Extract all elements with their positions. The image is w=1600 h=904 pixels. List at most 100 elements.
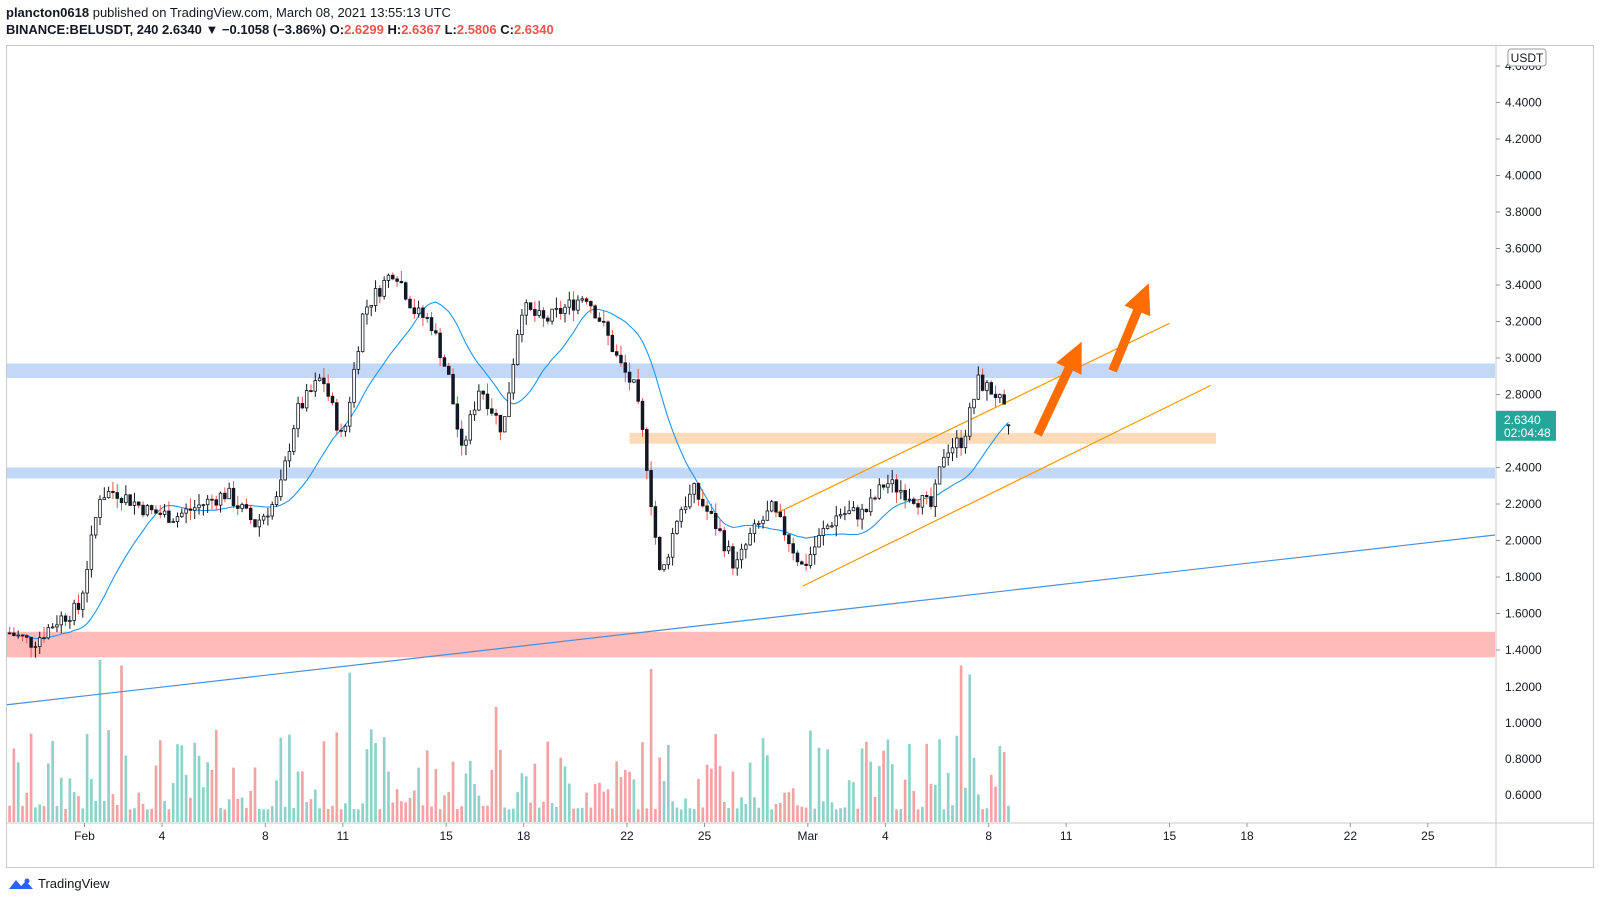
candle-body (287, 451, 292, 462)
candle-body (279, 479, 283, 498)
candle-body (735, 559, 739, 569)
time-tick-label: 25 (1421, 829, 1435, 843)
chart-frame[interactable] (6, 45, 1594, 868)
candle (89, 525, 94, 578)
volume-bar (223, 809, 227, 822)
bullish-arrow-0 (1033, 341, 1082, 437)
candle-body (515, 334, 520, 365)
candle-body (800, 561, 804, 565)
candle-body (274, 496, 279, 505)
candle-body (76, 602, 81, 610)
candle-body (912, 498, 916, 504)
volume-bar (120, 665, 123, 822)
volume-bar (137, 792, 141, 822)
candle-body (459, 428, 464, 446)
volume-bar (94, 800, 98, 822)
volume-bar (981, 809, 984, 822)
candle-body (395, 278, 399, 282)
price-tick-label: 3.6000 (1505, 242, 1542, 256)
candle (929, 487, 933, 510)
volume-bar (602, 791, 606, 822)
volume-bar (770, 809, 774, 822)
candle (386, 273, 391, 288)
volume-bar (124, 755, 128, 822)
price-tick-label: 1.8000 (1505, 570, 1542, 584)
time-axis[interactable]: Feb 4 8 11 15 18 22 25 Mar 4 8 11 15 18 22 25 (74, 823, 1435, 843)
channel-line-0 (776, 322, 1170, 514)
candle (778, 503, 783, 518)
candle (287, 443, 292, 468)
volume-bar (852, 782, 855, 822)
volume-bar (158, 740, 162, 822)
candle (731, 543, 735, 576)
candle-body (709, 510, 714, 514)
candle-body (890, 479, 894, 485)
candle (972, 398, 976, 415)
price-tick-label: 2.0000 (1505, 534, 1542, 548)
volume-bar (994, 786, 997, 822)
candle (744, 542, 748, 559)
candle (791, 537, 795, 561)
candle-body (804, 563, 808, 566)
candle (7, 626, 12, 635)
candle (33, 641, 38, 658)
publisher-name[interactable]: plancton0618 (6, 5, 90, 20)
candle-body (868, 497, 873, 513)
volume-bar (115, 805, 119, 822)
currency-badge[interactable]: USDT (1507, 48, 1547, 67)
candle (795, 550, 800, 566)
volume-bar (567, 783, 571, 822)
candle (989, 380, 993, 395)
volume-bar (951, 805, 954, 822)
volume-bar (344, 803, 347, 822)
volume-bar (847, 780, 851, 822)
volume-bar (232, 767, 235, 822)
candle (636, 368, 640, 405)
candle-body (296, 403, 300, 430)
price-tick-label: 2.2000 (1505, 497, 1542, 511)
candle (141, 501, 145, 518)
candle (154, 505, 158, 514)
candle-body (864, 508, 869, 513)
volume-bar (710, 768, 713, 822)
last-price: 2.6340 (162, 22, 202, 37)
volume-bar (942, 809, 946, 822)
candle-body (692, 483, 696, 495)
candle-body (317, 377, 322, 382)
candle-body (468, 414, 473, 441)
zone-3 (7, 631, 1495, 658)
volume-bar (766, 755, 769, 822)
volume-bar (257, 808, 261, 822)
candle-body (322, 377, 326, 385)
volume-bar (374, 742, 377, 822)
volume-bar (266, 809, 270, 822)
candle-body (46, 627, 51, 639)
candle-body (670, 533, 675, 558)
volume-bar (628, 771, 631, 822)
candle-body (412, 307, 417, 315)
candle (261, 513, 266, 525)
volume-bar (826, 749, 829, 822)
footer-brand[interactable]: TradingView (8, 876, 110, 891)
candle-body (386, 274, 391, 281)
volume-bar (778, 802, 782, 822)
candle-body (197, 504, 201, 509)
symbol-name[interactable]: BINANCE:BELUSDT, 240 (6, 22, 159, 37)
volume-bar (322, 741, 326, 822)
volume-bar (227, 799, 231, 822)
candle (403, 281, 408, 301)
volume-bar (520, 773, 524, 822)
volume-bar (989, 774, 993, 822)
volume-bar (890, 764, 894, 822)
volume-bar (839, 808, 842, 822)
candle-body (149, 505, 154, 511)
candle (515, 329, 520, 366)
candle (739, 543, 744, 569)
candle-body (546, 317, 550, 322)
candle (162, 504, 167, 518)
candle (623, 354, 628, 383)
volume-bar (292, 807, 296, 822)
candle-body (817, 535, 821, 548)
candle (72, 599, 76, 626)
